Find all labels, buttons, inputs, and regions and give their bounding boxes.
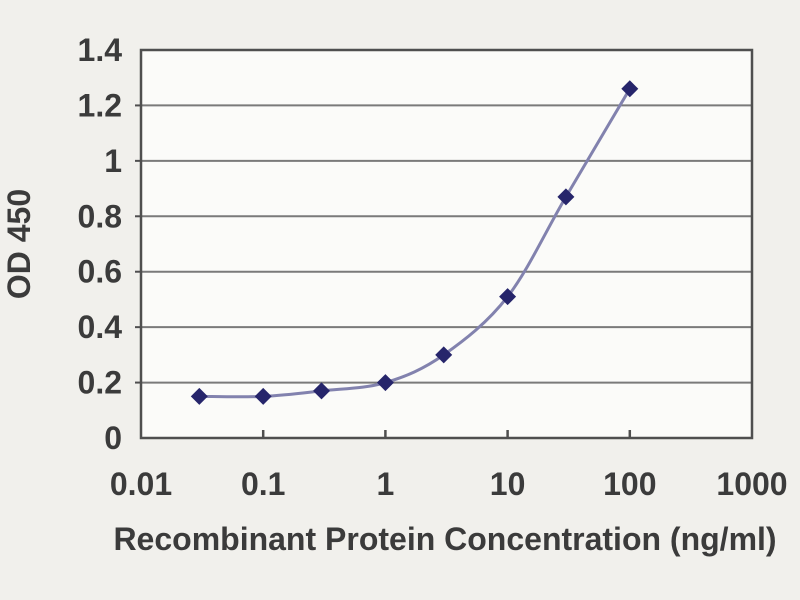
y-axis-tick-label: 0.6 — [78, 254, 122, 290]
y-axis-title: OD 450 — [1, 189, 37, 299]
data-point-marker — [190, 387, 208, 405]
plot-area — [141, 50, 752, 438]
data-point-marker — [376, 374, 394, 392]
y-axis-tick-label: 0.2 — [78, 365, 122, 401]
data-point-marker — [435, 346, 453, 364]
x-axis-tick-label: 1 — [377, 466, 395, 502]
y-axis-tick-label: 0 — [104, 420, 122, 456]
y-axis-tick-label: 0.4 — [78, 309, 123, 345]
x-axis-title: Recombinant Protein Concentration (ng/ml… — [113, 521, 776, 557]
x-axis-tick-label: 100 — [603, 466, 656, 502]
data-point-marker — [254, 387, 272, 405]
y-axis-tick-label: 1.4 — [78, 32, 123, 68]
plot-frame — [139, 48, 754, 440]
x-axis-tick-label: 0.01 — [110, 466, 172, 502]
x-axis-tick-label: 1000 — [716, 466, 787, 502]
data-point-marker — [557, 188, 575, 206]
x-axis-tick-label: 10 — [490, 466, 526, 502]
data-point-marker — [499, 288, 517, 306]
y-axis-tick-label: 1 — [104, 143, 122, 179]
data-point-marker — [621, 80, 639, 98]
x-axis-tick-label: 0.1 — [241, 466, 285, 502]
y-axis-tick-label: 0.8 — [78, 198, 122, 234]
data-point-marker — [313, 382, 331, 400]
y-axis-tick-label: 1.2 — [78, 87, 122, 123]
